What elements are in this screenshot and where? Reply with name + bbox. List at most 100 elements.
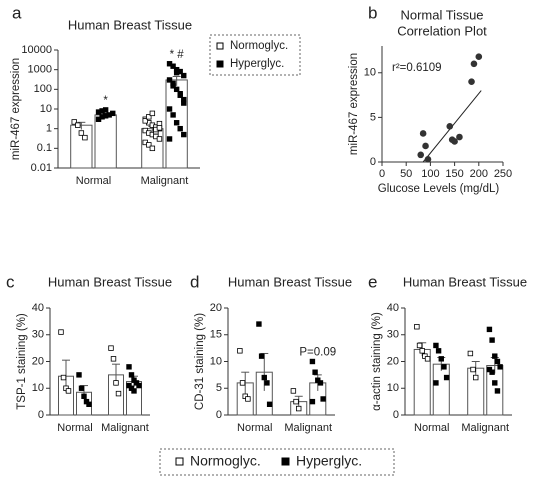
- data-point: [492, 353, 498, 359]
- legend-label: Normoglyc.: [230, 40, 288, 52]
- data-point: [470, 60, 478, 68]
- data-point: [115, 390, 122, 397]
- data-point: [422, 142, 429, 150]
- y-tick-label: 5: [216, 382, 222, 394]
- data-point: [456, 133, 463, 141]
- y-tick-label: 10: [210, 355, 222, 367]
- data-point: [486, 326, 493, 333]
- data-point: [489, 369, 495, 375]
- y-tick-label: 10000: [21, 44, 52, 56]
- legend-label: Hyperglyc.: [296, 453, 362, 469]
- x-tick-label: Malignant: [101, 422, 149, 434]
- x-tick-label: Normal: [57, 422, 92, 434]
- data-point: [170, 112, 176, 118]
- data-point: [293, 398, 299, 405]
- data-point: [102, 107, 109, 113]
- chart-title: Human Breast Tissue: [68, 17, 192, 32]
- data-point: [110, 356, 117, 362]
- data-point: [113, 380, 119, 386]
- data-point: [181, 72, 187, 79]
- chart-title: Normal Tissue: [400, 7, 483, 22]
- data-point: [312, 369, 318, 375]
- data-point: [256, 321, 262, 327]
- data-point: [470, 366, 476, 373]
- y-axis-label: CD-31 staining (%): [194, 313, 206, 410]
- x-tick-label: Normal: [237, 422, 272, 434]
- data-point: [489, 337, 495, 343]
- x-tick-label: Malignant: [284, 422, 332, 434]
- y-tick-label: 15: [210, 329, 222, 341]
- data-point: [497, 364, 503, 370]
- data-point: [435, 348, 442, 354]
- data-point: [146, 142, 152, 148]
- bar: [432, 363, 450, 416]
- y-tick-label: 20: [210, 302, 222, 314]
- panel-letter: a: [12, 3, 22, 22]
- x-tick-label: Malignant: [461, 422, 509, 434]
- y-tick-label: 40: [32, 302, 44, 314]
- y-tick-label: 40: [387, 302, 399, 314]
- data-point: [475, 53, 483, 61]
- x-tick-label: 250: [494, 168, 512, 180]
- chart-title: Human Breast Tissue: [48, 274, 172, 289]
- chart-title: Human Breast Tissue: [228, 274, 352, 289]
- bar: [94, 114, 117, 169]
- data-point: [156, 136, 163, 142]
- data-point: [149, 110, 156, 117]
- data-point: [181, 96, 187, 103]
- data-point: [417, 151, 425, 159]
- y-tick-label: 0: [370, 156, 376, 168]
- x-tick-label: Malignant: [141, 175, 189, 187]
- chart-title: Correlation Plot: [397, 23, 487, 38]
- data-point: [290, 388, 297, 394]
- y-tick-label: 5: [370, 111, 376, 123]
- data-point: [296, 405, 302, 412]
- y-tick-label: 0.01: [31, 162, 52, 174]
- data-point: [494, 358, 501, 365]
- data-point: [173, 86, 180, 93]
- panel-letter: d: [190, 272, 199, 291]
- data-point: [239, 380, 246, 386]
- y-tick-label: 20: [32, 355, 44, 367]
- y-tick-label: 20: [387, 355, 399, 367]
- y-tick-label: 10: [32, 382, 44, 394]
- data-point: [156, 125, 163, 131]
- data-point: [166, 106, 173, 112]
- annotation: * #: [170, 49, 185, 61]
- data-point: [82, 134, 88, 141]
- data-point: [492, 380, 498, 386]
- y-tick-label: 0.1: [37, 142, 52, 154]
- data-point: [494, 388, 501, 394]
- data-point: [76, 372, 82, 378]
- data-point: [78, 385, 85, 391]
- data-point: [424, 356, 431, 362]
- panel-letter: e: [368, 272, 377, 291]
- data-point: [149, 145, 156, 152]
- data-point: [71, 119, 77, 125]
- data-point: [108, 345, 114, 351]
- legend-box: [209, 34, 301, 76]
- y-tick-label: 10: [40, 103, 52, 115]
- chart-title: Human Breast Tissue: [403, 274, 527, 289]
- legend-swatch: [216, 60, 224, 68]
- legend-swatch: [281, 457, 290, 466]
- data-point: [441, 364, 447, 370]
- data-point: [181, 131, 187, 138]
- data-point: [75, 122, 81, 128]
- y-tick-label: 1: [46, 123, 52, 135]
- data-point: [433, 380, 439, 386]
- legend-label: Normoglyc.: [190, 453, 261, 469]
- x-tick-label: 50: [400, 168, 412, 180]
- data-point: [136, 382, 142, 389]
- y-tick-label: 30: [32, 329, 44, 341]
- x-tick-label: Normal: [414, 422, 449, 434]
- data-point: [128, 372, 135, 378]
- data-point: [166, 77, 173, 83]
- data-point: [468, 78, 475, 85]
- panel-letter: b: [368, 3, 377, 22]
- x-tick-label: 100: [421, 168, 439, 180]
- y-tick-label: 30: [387, 329, 399, 341]
- data-point: [317, 380, 324, 386]
- y-tick-label: 100: [34, 83, 52, 95]
